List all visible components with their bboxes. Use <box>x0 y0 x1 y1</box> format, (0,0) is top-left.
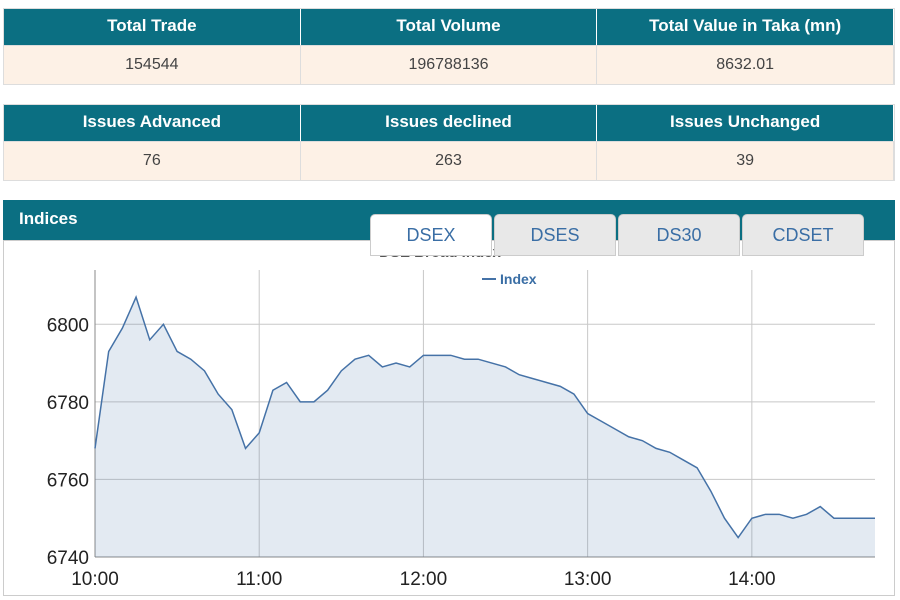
x-tick-label: 10:00 <box>71 569 119 590</box>
series-line <box>94 295 875 539</box>
index-tab[interactable]: DSES <box>494 214 616 256</box>
chart-panel <box>3 240 895 596</box>
header-cell: Total Trade <box>4 9 301 45</box>
index-tab[interactable]: DSEX <box>370 214 492 256</box>
value-cell: 154544 <box>4 45 301 84</box>
legend-label: Index <box>500 271 537 287</box>
area-fill <box>95 297 875 557</box>
y-tick-label: 6800 <box>47 315 89 336</box>
value-cell: 196788136 <box>300 45 598 84</box>
y-tick-label: 6760 <box>47 470 89 491</box>
header-cell: Issues declined <box>300 105 598 141</box>
header-cell: Total Volume <box>300 9 598 45</box>
header-cell: Issues Advanced <box>4 105 301 141</box>
x-tick-label: 11:00 <box>236 569 282 590</box>
y-tick-label: 6780 <box>47 393 89 414</box>
y-tick-label: 6740 <box>47 548 89 569</box>
x-tick-label: 12:00 <box>400 569 448 590</box>
value-cell: 76 <box>4 141 301 180</box>
index-tab[interactable]: CDSET <box>742 214 864 256</box>
header-cell: Total Value in Taka (mn) <box>597 9 894 45</box>
x-tick-label: 13:00 <box>564 569 612 590</box>
stats-table: Total Trade Total Volume Total Value in Ta… <box>3 8 895 85</box>
x-tick-label: 14:00 <box>728 569 776 590</box>
value-cell: 39 <box>597 141 894 180</box>
value-cell: 263 <box>300 141 598 180</box>
indices-title: Indices <box>19 209 78 228</box>
stats-table: Issues Advanced Issues declined Issues Unc… <box>3 104 895 181</box>
header-cell: Issues Unchanged <box>597 105 894 141</box>
index-tab[interactable]: DS30 <box>618 214 740 256</box>
value-cell: 8632.01 <box>597 45 894 84</box>
